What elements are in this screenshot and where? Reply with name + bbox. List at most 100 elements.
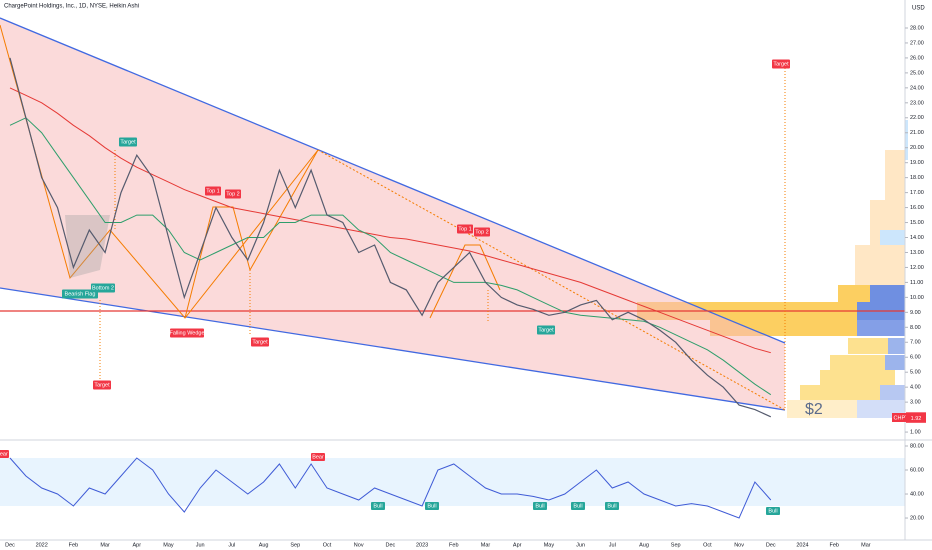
y-tick-label: 17.00 bbox=[910, 190, 924, 196]
y-tick-label: 24.00 bbox=[910, 85, 924, 91]
x-tick-label: Dec bbox=[5, 542, 15, 548]
wedge-lines bbox=[0, 24, 319, 319]
annotation-box bbox=[474, 227, 490, 237]
x-tick-label: 2023 bbox=[416, 542, 428, 548]
rsi-label: Bull bbox=[607, 503, 616, 509]
x-tick-label: Jun bbox=[196, 542, 205, 548]
x-tick-label: Aug bbox=[639, 542, 649, 548]
rsi-tick-label: 60.00 bbox=[910, 467, 924, 473]
profile-row bbox=[848, 338, 888, 354]
series-line bbox=[9, 57, 772, 418]
profile-row bbox=[830, 355, 885, 370]
y-tick-label: 14.00 bbox=[910, 235, 924, 241]
series-line bbox=[9, 457, 772, 519]
annotation-box bbox=[91, 283, 115, 293]
x-tick-label: 2022 bbox=[36, 542, 48, 548]
annotation-box bbox=[537, 325, 555, 335]
y-tick-label: 5.00 bbox=[910, 370, 921, 376]
profile-row bbox=[787, 400, 857, 418]
annotation-box bbox=[62, 289, 98, 299]
y-tick-label: 27.00 bbox=[910, 40, 924, 46]
profile-row bbox=[787, 320, 857, 336]
x-tick-label: Mar bbox=[100, 542, 110, 548]
rsi-tick-label: 40.00 bbox=[910, 491, 924, 497]
y-tick-label: 16.00 bbox=[910, 205, 924, 211]
y-tick-label: 26.00 bbox=[910, 55, 924, 61]
rsi-label-box bbox=[371, 502, 385, 510]
profile-row bbox=[905, 120, 908, 160]
x-tick-label: Jul bbox=[228, 542, 235, 548]
x-tick-label: Oct bbox=[323, 542, 332, 548]
profile-row bbox=[820, 370, 895, 385]
annotation-box bbox=[170, 328, 204, 338]
rsi-label-box bbox=[766, 507, 780, 515]
rsi-label: Bear bbox=[0, 451, 8, 457]
rsi-label-box bbox=[425, 502, 439, 510]
x-tick-label: Apr bbox=[133, 542, 142, 548]
annotation: Target bbox=[252, 339, 268, 345]
y-tick-label: 21.00 bbox=[910, 130, 924, 136]
profile-row bbox=[880, 385, 905, 400]
x-tick-label: Sep bbox=[290, 542, 300, 548]
rsi-label: Bull bbox=[768, 508, 777, 514]
rsi-tick-label: 20.00 bbox=[910, 515, 924, 521]
x-tick-label: Feb bbox=[829, 542, 838, 548]
profile-row bbox=[857, 320, 905, 336]
y-tick-label: 19.00 bbox=[910, 160, 924, 166]
y-tick-label: 25.00 bbox=[910, 70, 924, 76]
channel-lower bbox=[0, 287, 786, 411]
profile-row bbox=[870, 285, 905, 302]
y-tick-label: 1.00 bbox=[910, 430, 921, 436]
annotation: Target bbox=[120, 139, 136, 145]
y-tick-label: 12.00 bbox=[910, 265, 924, 271]
annotation-box bbox=[93, 380, 111, 390]
rsi-label-box bbox=[533, 502, 547, 510]
y-tick-label: 6.00 bbox=[910, 355, 921, 361]
annotation-box bbox=[225, 189, 241, 199]
y-tick-label: 3.00 bbox=[910, 400, 921, 406]
profile-row bbox=[888, 338, 905, 354]
rsi-label-box bbox=[605, 502, 619, 510]
series-line bbox=[9, 87, 771, 354]
y-tick-label: 23.00 bbox=[910, 100, 924, 106]
price-tag-label: 1.92 bbox=[911, 416, 922, 422]
y-tick-label: 8.00 bbox=[910, 325, 921, 331]
profile-row bbox=[855, 245, 905, 285]
rsi-label: Bull bbox=[373, 503, 382, 509]
y-tick-label: 18.00 bbox=[910, 175, 924, 181]
x-tick-label: May bbox=[544, 542, 555, 548]
annotation-price: $2 bbox=[805, 401, 823, 418]
profile-row bbox=[838, 285, 870, 302]
annotation: Top 1 bbox=[206, 188, 219, 194]
y-tick-label: 7.00 bbox=[910, 340, 921, 346]
profile-row bbox=[800, 385, 880, 400]
y-tick-label: 13.00 bbox=[910, 250, 924, 256]
rsi-label-box bbox=[311, 453, 325, 461]
rsi-label: Bull bbox=[427, 503, 436, 509]
annotation-box bbox=[772, 59, 790, 69]
y-tick-label: 9.00 bbox=[910, 310, 921, 316]
annotation: Target bbox=[773, 61, 789, 67]
annotation: Target bbox=[94, 382, 110, 388]
series-line bbox=[9, 117, 772, 396]
x-tick-label: Mar bbox=[861, 542, 871, 548]
y-tick-label: 10.00 bbox=[910, 295, 924, 301]
y-tick-label: 28.00 bbox=[910, 25, 924, 31]
currency: USD bbox=[912, 6, 925, 12]
chart-title: ChargePoint Holdings, Inc., 1D, NYSE, He… bbox=[4, 4, 139, 10]
y-tick-label: 4.00 bbox=[910, 385, 921, 391]
x-tick-label: May bbox=[163, 542, 174, 548]
annotation: Bearish Flag bbox=[65, 291, 96, 297]
annotation-box bbox=[457, 224, 473, 234]
x-tick-label: Feb bbox=[69, 542, 78, 548]
annotation-box bbox=[119, 137, 137, 147]
annotation: Top 2 bbox=[226, 191, 239, 197]
price-tag bbox=[906, 413, 926, 423]
annotation: Target bbox=[538, 327, 554, 333]
x-tick-label: Mar bbox=[481, 542, 491, 548]
x-tick-label: Nov bbox=[734, 542, 744, 548]
x-tick-label: Apr bbox=[513, 542, 522, 548]
x-tick-label: Aug bbox=[259, 542, 269, 548]
rsi-band bbox=[0, 458, 905, 506]
y-tick-label: 15.00 bbox=[910, 220, 924, 226]
